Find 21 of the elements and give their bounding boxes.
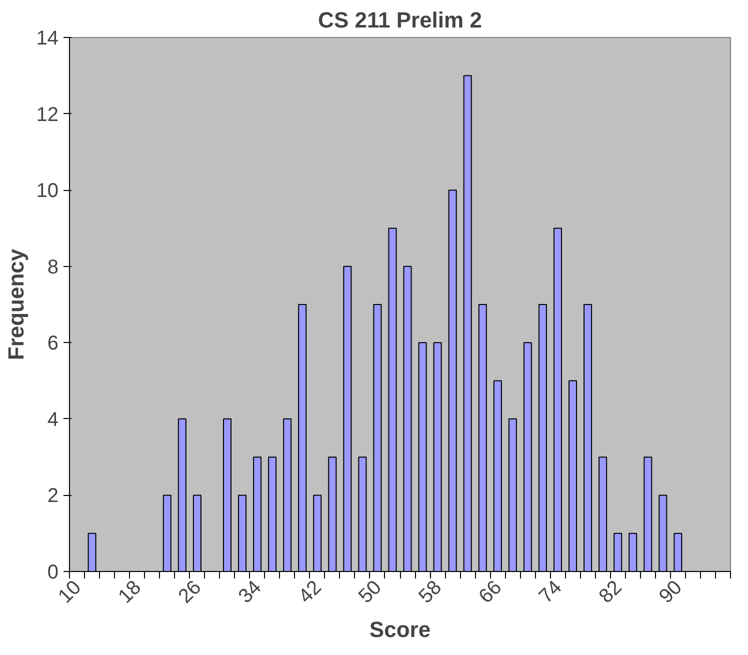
y-tick-label: 2 <box>47 485 58 508</box>
x-tick-label: 50 <box>354 576 386 608</box>
y-tick-label: 10 <box>36 180 59 202</box>
x-tick-label: 66 <box>474 576 506 608</box>
x-tick-label: 58 <box>414 576 446 608</box>
x-axis-title: Score <box>369 617 431 642</box>
y-tick-label: 6 <box>47 332 58 355</box>
x-tick-label: 34 <box>234 576 266 608</box>
x-tick-label: 26 <box>174 576 206 608</box>
x-tick-label: 18 <box>114 576 146 608</box>
chart-title: CS 211 Prelim 2 <box>318 8 482 32</box>
y-tick-label: 0 <box>47 562 58 584</box>
y-tick-label: 14 <box>36 28 59 50</box>
x-tick-label: 82 <box>595 576 626 608</box>
x-tick-label: 74 <box>534 576 566 608</box>
x-tick-label: 90 <box>655 576 686 608</box>
y-tick-label: 8 <box>47 256 58 278</box>
y-axis-title: Frequency <box>3 248 28 360</box>
y-tick-label: 4 <box>47 408 58 431</box>
y-tick-label: 12 <box>36 104 59 126</box>
x-tick-label: 42 <box>294 576 326 608</box>
